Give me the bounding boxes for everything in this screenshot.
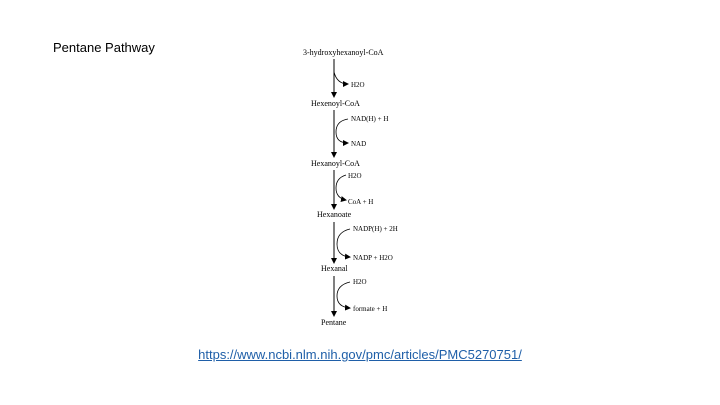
side-arrow-3 <box>335 174 347 202</box>
cofactor-4-in: NADP(H) + 2H <box>353 225 398 233</box>
compound-3-hydroxyhexanoyl-coa: 3-hydroxyhexanoyl-CoA <box>303 48 384 57</box>
cofactor-3-in: H2O <box>348 172 362 180</box>
source-link[interactable]: https://www.ncbi.nlm.nih.gov/pmc/article… <box>198 347 522 362</box>
cofactor-3-out: CoA + H <box>348 198 373 206</box>
side-arrow-5 <box>336 281 351 311</box>
compound-hexanoyl-coa: Hexanoyl-CoA <box>311 159 360 168</box>
cofactor-5-in: H2O <box>353 278 367 286</box>
compound-hexanoate: Hexanoate <box>317 210 352 219</box>
cofactor-2-in: NAD(H) + H <box>351 115 388 123</box>
compound-hexenoyl-coa: Hexenoyl-CoA <box>311 99 360 108</box>
compound-pentane: Pentane <box>321 318 347 327</box>
cofactor-5-out: formate + H <box>353 305 387 313</box>
side-arrow-2 <box>335 118 349 146</box>
side-arrow-1-out <box>333 71 349 87</box>
cofactor-1-out: H2O <box>351 81 365 89</box>
cofactor-2-out: NAD <box>351 140 366 148</box>
cofactor-4-out: NADP + H2O <box>353 254 393 262</box>
slide-title: Pentane Pathway <box>53 40 155 55</box>
compound-hexanal: Hexanal <box>321 264 348 273</box>
side-arrow-4 <box>336 228 351 260</box>
